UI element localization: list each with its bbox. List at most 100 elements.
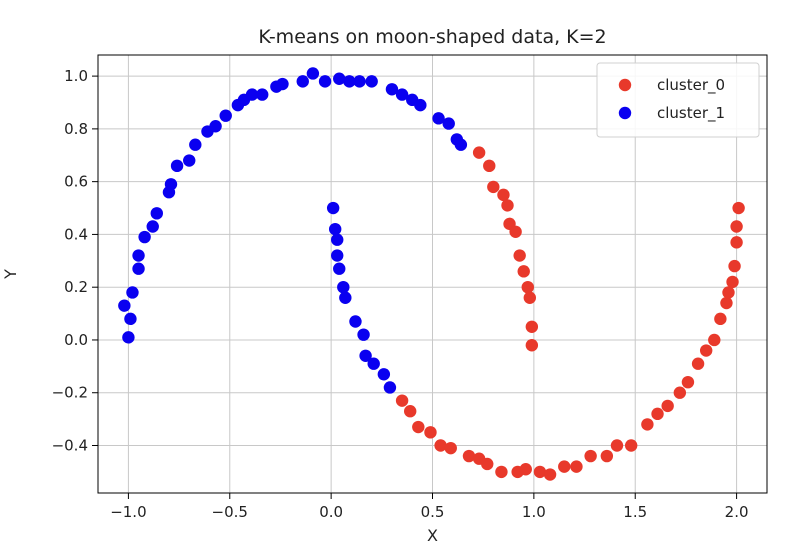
x-tick-label: 0.5 (421, 503, 445, 521)
scatter-points (118, 67, 745, 481)
scatter-point (132, 262, 145, 275)
scatter-point (164, 178, 178, 191)
scatter-point (444, 441, 457, 455)
x-tick-label: −0.5 (212, 503, 248, 521)
scatter-point (118, 299, 131, 312)
scatter-point (326, 201, 340, 215)
scatter-point (509, 225, 522, 238)
scatter-point (404, 405, 417, 418)
scatter-point (722, 286, 735, 299)
scatter-point (414, 98, 427, 112)
y-tick-label: 0.8 (64, 120, 88, 138)
x-tick-label: 1.5 (623, 503, 647, 521)
scatter-point (519, 463, 532, 476)
x-axis-ticks: −1.0 −0.5 0.0 0.5 1.0 1.5 2.0 (110, 493, 749, 521)
scatter-point (481, 457, 494, 471)
y-axis-ticks: −0.4 −0.2 0.0 0.2 0.4 0.6 0.8 1.0 (52, 67, 98, 455)
scatter-point (424, 426, 437, 439)
scatter-point (651, 407, 664, 421)
scatter-point (495, 465, 508, 479)
y-tick-label: −0.2 (52, 384, 88, 402)
legend-marker (618, 78, 632, 92)
scatter-point (501, 199, 514, 212)
scatter-point (331, 233, 344, 246)
scatter-point (600, 449, 614, 463)
y-axis-label: Y (1, 269, 20, 280)
scatter-point (377, 368, 391, 381)
scatter-point (610, 439, 624, 452)
scatter-point (513, 249, 526, 262)
y-tick-label: 1.0 (64, 67, 88, 85)
scatter-point (720, 296, 733, 310)
scatter-point (462, 449, 476, 463)
scatter-point (124, 312, 137, 326)
scatter-point (412, 420, 425, 434)
scatter-point (359, 349, 372, 362)
scatter-point (328, 222, 342, 236)
scatter-point (383, 381, 397, 394)
scatter-point (472, 146, 486, 159)
scatter-point (395, 88, 409, 101)
scatter-point (726, 275, 739, 289)
chart-title: K-means on moon-shaped data, K=2 (258, 26, 606, 48)
scatter-point (318, 75, 332, 88)
x-tick-label: 0.0 (319, 503, 343, 521)
scatter-point (691, 357, 705, 370)
scatter-point (517, 265, 530, 278)
scatter-point (699, 344, 713, 357)
scatter-point (146, 220, 159, 233)
grid-lines (98, 55, 767, 493)
legend-marker (618, 106, 632, 120)
scatter-point (276, 77, 289, 91)
scatter-point (483, 159, 496, 173)
scatter-point (367, 357, 380, 370)
series-cluster_1 (118, 67, 468, 394)
scatter-point (732, 201, 745, 215)
scatter-point (306, 67, 320, 80)
scatter-point (533, 465, 547, 479)
scatter-point (434, 439, 447, 452)
scatter-point (558, 460, 571, 473)
scatter-point (570, 460, 583, 473)
scatter-point (349, 315, 362, 328)
scatter-point (245, 88, 259, 101)
scatter-point (728, 259, 741, 273)
scatter-point (661, 399, 674, 413)
x-tick-label: −1.0 (110, 503, 146, 521)
y-tick-label: 0.0 (64, 331, 88, 349)
scatter-point (337, 280, 350, 294)
scatter-point (333, 72, 346, 85)
scatter-point (353, 75, 366, 88)
scatter-point (189, 138, 202, 151)
scatter-point (395, 394, 409, 407)
scatter-point (122, 331, 135, 344)
scatter-point (521, 280, 534, 294)
scatter-point (256, 88, 269, 101)
scatter-point (730, 236, 743, 249)
scatter-point (343, 75, 356, 88)
scatter-point (523, 291, 537, 304)
scatter-point (138, 230, 151, 244)
scatter-point (673, 386, 687, 399)
y-tick-label: 0.6 (64, 173, 88, 191)
scatter-point (624, 439, 638, 452)
scatter-point (170, 159, 184, 173)
scatter-point (126, 286, 139, 299)
scatter-point (525, 339, 539, 352)
scatter-point (385, 83, 399, 96)
scatter-point (432, 112, 445, 125)
scatter-point (497, 188, 510, 202)
legend: cluster_0 cluster_1 (596, 62, 760, 138)
series-cluster_0 (395, 146, 745, 481)
x-tick-label: 1.0 (522, 503, 546, 521)
scatter-point (331, 249, 344, 262)
scatter-point (219, 109, 232, 122)
scatter-point (150, 207, 163, 220)
scatter-point (132, 249, 145, 262)
x-tick-label: 2.0 (725, 503, 749, 521)
scatter-point (442, 117, 455, 130)
scatter-point (296, 75, 309, 88)
legend-label: cluster_1 (657, 104, 725, 123)
y-tick-label: −0.4 (52, 437, 88, 455)
scatter-point (333, 262, 346, 275)
